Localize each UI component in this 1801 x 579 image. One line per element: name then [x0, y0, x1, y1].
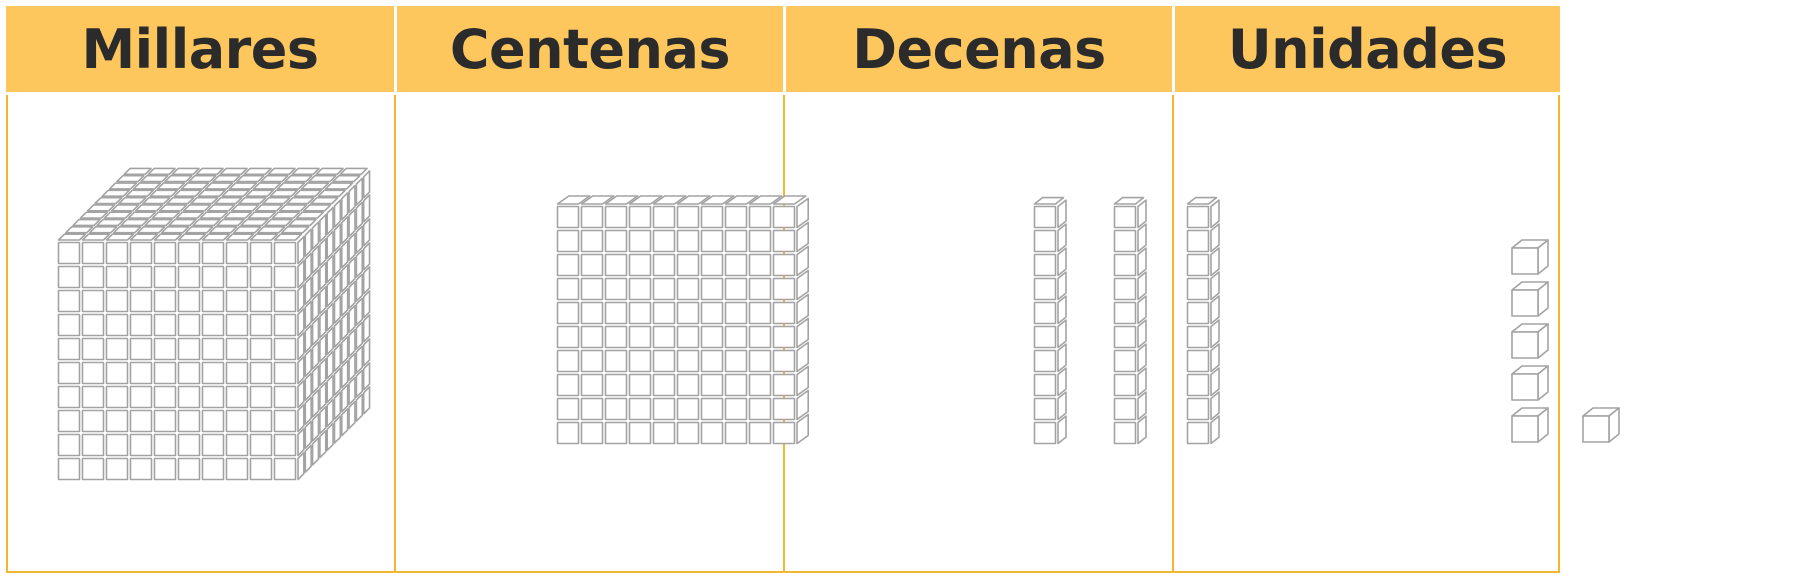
cell-millares: [6, 95, 394, 573]
cell-unidades: [1172, 95, 1560, 573]
cell-centenas: [394, 95, 783, 573]
ten-rod: [1186, 196, 1220, 445]
header-millares: Millares: [6, 6, 394, 92]
column-centenas: Centenas: [394, 6, 783, 573]
ten-rod: [1033, 196, 1067, 445]
unit-cube: [1511, 281, 1549, 317]
hundred-flat: [556, 195, 810, 445]
unit-cube: [1511, 365, 1549, 401]
header-unidades: Unidades: [1175, 6, 1560, 92]
column-millares: Millares: [6, 6, 394, 573]
column-unidades: Unidades: [1172, 6, 1560, 573]
unit-cube: [1511, 407, 1549, 443]
header-label-centenas: Centenas: [449, 17, 731, 81]
header-label-unidades: Unidades: [1227, 17, 1508, 81]
place-value-table: Millares Centenas Decenas Unidades: [6, 6, 1794, 573]
unit-cube: [1582, 407, 1620, 443]
header-decenas: Decenas: [786, 6, 1172, 92]
header-centenas: Centenas: [397, 6, 783, 92]
column-decenas: Decenas: [783, 6, 1172, 573]
header-label-decenas: Decenas: [852, 17, 1106, 81]
header-label-millares: Millares: [81, 17, 319, 81]
unit-cube: [1511, 323, 1549, 359]
ten-rod: [1113, 196, 1147, 445]
thousand-cube: [57, 167, 371, 481]
unit-cube: [1511, 239, 1549, 275]
